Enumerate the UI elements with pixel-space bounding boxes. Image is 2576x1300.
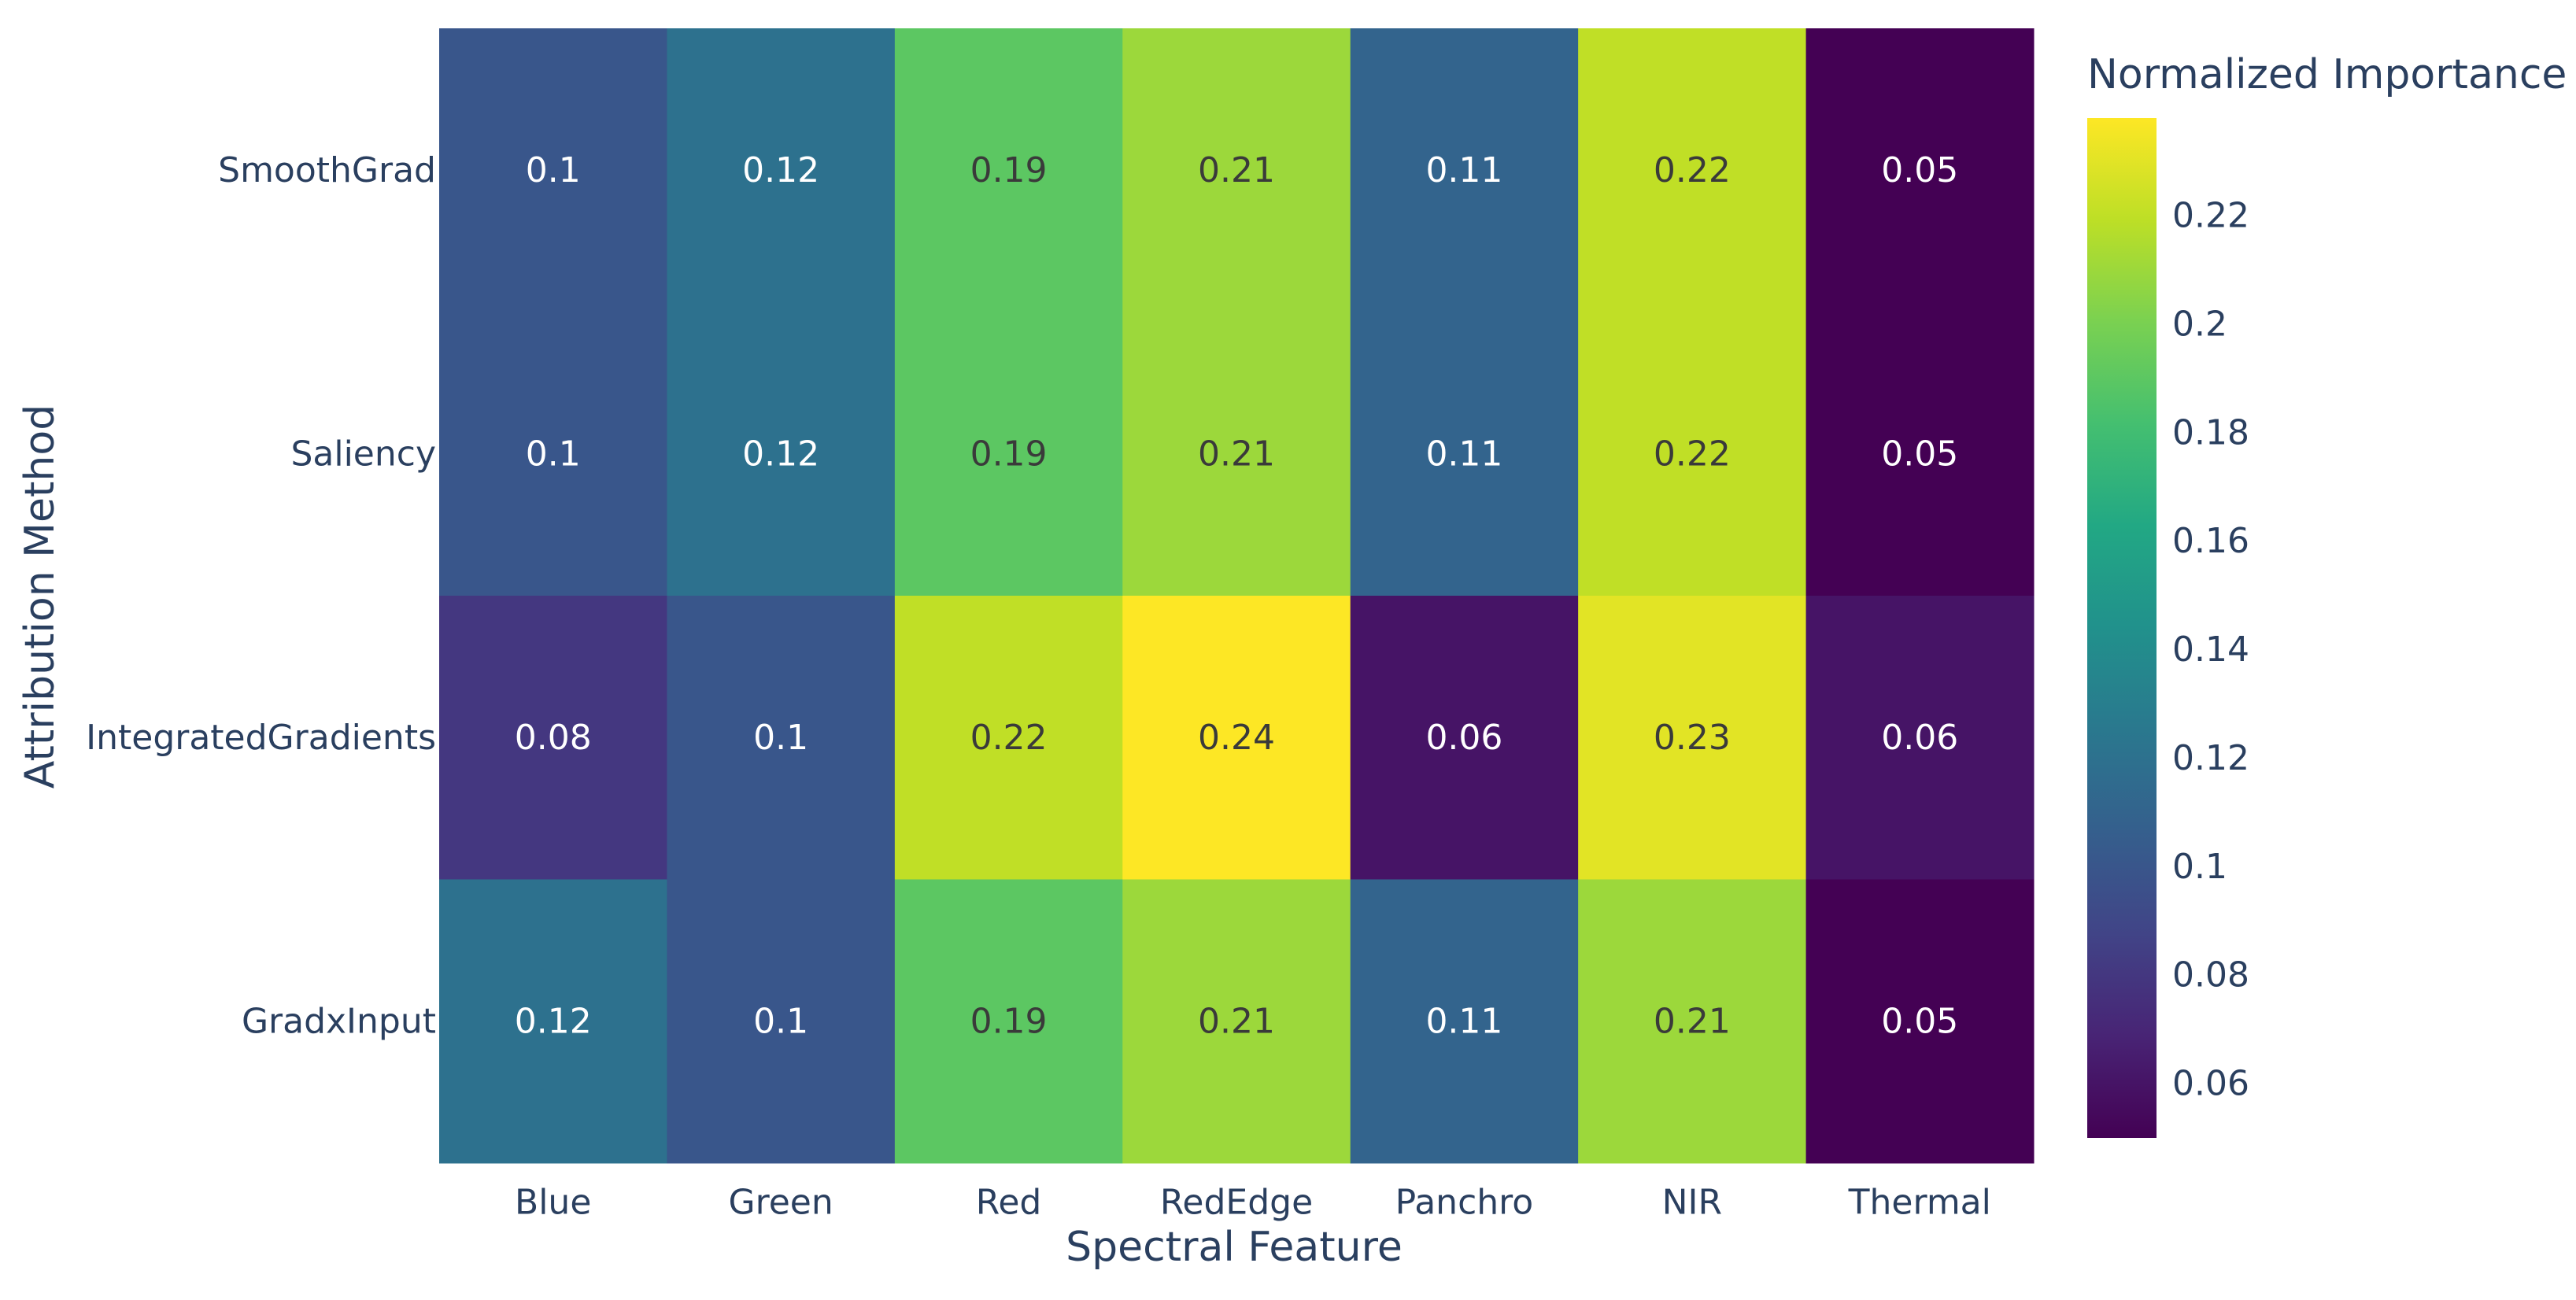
heatmap-cell	[1350, 312, 1579, 596]
y-axis-tick-labels: SmoothGrad Saliency IntegratedGradients Gra…	[86, 150, 436, 1042]
heatmap-cell	[894, 879, 1123, 1164]
heatmap-cell	[1578, 28, 1807, 312]
colorbar-tick-label: 0.16	[2172, 521, 2249, 561]
heatmap-cell-labels: 0.1 0.12 0.19 0.21 0.11 0.22 0.05 0.1 0.12 0.19 0.…	[515, 150, 1959, 1042]
heatmap-cell	[1350, 879, 1579, 1164]
x-axis-title: Spectral Feature	[1066, 1224, 1403, 1271]
heatmap-cell-label: 0.12	[742, 150, 819, 190]
heatmap-cell-label: 0.05	[1881, 434, 1958, 474]
heatmap-cell	[1805, 879, 2035, 1164]
heatmap-cell	[439, 596, 667, 880]
colorbar-tick-label: 0.08	[2172, 955, 2249, 995]
heatmap-cell-label: 0.21	[1198, 1001, 1275, 1041]
heatmap-cell	[667, 28, 896, 312]
heatmap-cell	[1578, 879, 1807, 1164]
heatmap-cell-label: 0.21	[1654, 1001, 1731, 1041]
heatmap-cell	[439, 312, 667, 596]
colorbar-tick-label: 0.18	[2172, 412, 2249, 452]
heatmap-cell-label: 0.19	[970, 434, 1048, 474]
heatmap-cell	[1122, 28, 1351, 312]
colorbar-tick-label: 0.22	[2172, 196, 2249, 236]
heatmap-cell-label: 0.23	[1654, 718, 1731, 758]
y-axis-tick-label: GradxInput	[242, 1001, 436, 1041]
colorbar-tick-label: 0.2	[2172, 304, 2227, 344]
heatmap-cell-label: 0.06	[1425, 718, 1502, 758]
heatmap-cell	[1350, 28, 1579, 312]
heatmap-cell-label: 0.1	[526, 150, 581, 190]
heatmap-cell-label: 0.19	[970, 150, 1048, 190]
heatmap-cell-label: 0.12	[742, 434, 819, 474]
heatmap-cell-label: 0.22	[1654, 434, 1731, 474]
heatmap-cell	[1578, 596, 1807, 880]
colorbar-tick-label: 0.12	[2172, 738, 2249, 778]
heatmap-cell-label: 0.05	[1881, 1001, 1958, 1041]
heatmap-cell-label: 0.08	[515, 718, 592, 758]
heatmap-cell-label: 0.22	[970, 718, 1048, 758]
heatmap-cell-label: 0.21	[1198, 150, 1275, 190]
heatmap-cell	[1578, 312, 1807, 596]
x-axis-tick-label: Blue	[515, 1183, 591, 1223]
x-axis-tick-label: Green	[729, 1183, 833, 1223]
heatmap-cell	[667, 312, 896, 596]
heatmap-cell-label: 0.1	[753, 718, 808, 758]
y-axis-title: Attribution Method	[17, 404, 64, 788]
heatmap-cell-label: 0.12	[515, 1001, 592, 1041]
heatmap-cells	[439, 28, 2035, 1164]
y-axis-tick-label: Saliency	[290, 434, 436, 474]
y-axis-tick-label: IntegratedGradients	[86, 718, 436, 758]
colorbar-title: Normalized Importance	[2087, 51, 2567, 98]
colorbar-tick-label: 0.14	[2172, 630, 2249, 670]
heatmap-cell-label: 0.24	[1198, 718, 1275, 758]
heatmap-cell	[1805, 312, 2035, 596]
heatmap-cell	[1805, 28, 2035, 312]
heatmap-cell-label: 0.11	[1425, 150, 1502, 190]
heatmap-cell	[667, 879, 896, 1164]
heatmap-cell-label: 0.19	[970, 1001, 1048, 1041]
heatmap-cell	[1122, 879, 1351, 1164]
heatmap-cell-label: 0.21	[1198, 434, 1275, 474]
x-axis-tick-label: Red	[976, 1183, 1042, 1223]
x-axis-tick-label: RedEdge	[1160, 1183, 1313, 1223]
heatmap-cell-label: 0.22	[1654, 150, 1731, 190]
heatmap-cell-label: 0.11	[1425, 1001, 1502, 1041]
heatmap-cell-label: 0.1	[526, 434, 581, 474]
heatmap-cell-label: 0.06	[1881, 718, 1958, 758]
heatmap-cell	[1805, 596, 2035, 880]
y-axis-tick-label: SmoothGrad	[218, 150, 436, 190]
heatmap-cell	[1122, 312, 1351, 596]
heatmap-cell-label: 0.05	[1881, 150, 1958, 190]
heatmap-cell	[894, 596, 1123, 880]
colorbar-tick-label: 0.1	[2172, 847, 2227, 887]
heatmap-cell	[1350, 596, 1579, 880]
heatmap-cell	[894, 312, 1123, 596]
x-axis-tick-label: Panchro	[1395, 1183, 1534, 1223]
heatmap-cell	[667, 596, 896, 880]
heatmap-cell-label: 0.11	[1425, 434, 1502, 474]
heatmap-cell	[1122, 596, 1351, 880]
colorbar-tick-labels: 0.06 0.08 0.1 0.12 0.14 0.16 0.18 0.2 0.22	[2172, 196, 2249, 1104]
heatmap-cell-label: 0.1	[753, 1001, 808, 1041]
heatmap-cell	[894, 28, 1123, 312]
heatmap-cell	[439, 879, 667, 1164]
heatmap-cell	[439, 28, 667, 312]
x-axis-tick-labels: Blue Green Red RedEdge Panchro NIR Thermal	[515, 1183, 1991, 1223]
colorbar-gradient	[2087, 118, 2157, 1138]
x-axis-tick-label: Thermal	[1848, 1183, 1991, 1223]
x-axis-tick-label: NIR	[1662, 1183, 1722, 1223]
colorbar: Normalized Importance 0.06 0.08 0.1 0.12 0.1…	[2087, 51, 2567, 1138]
colorbar-tick-label: 0.06	[2172, 1064, 2249, 1104]
